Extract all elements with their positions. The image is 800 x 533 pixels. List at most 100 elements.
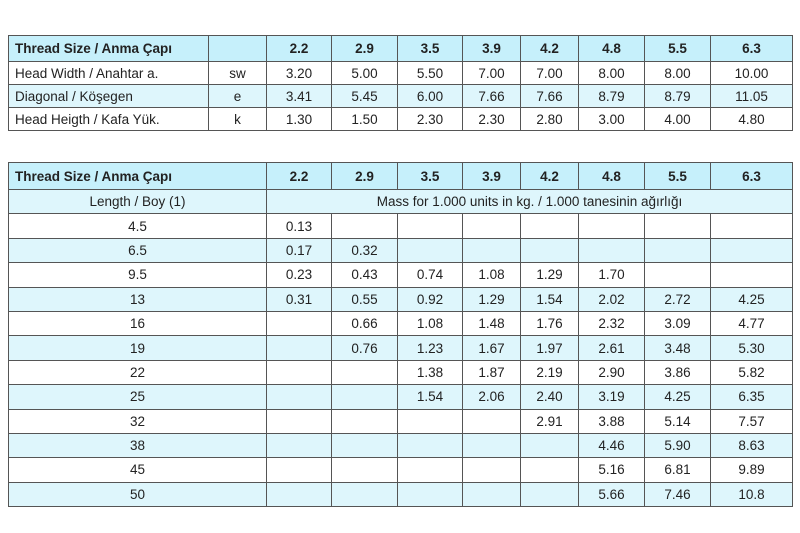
row-symbol: k bbox=[208, 107, 267, 131]
cell-value: 10.00 bbox=[710, 61, 793, 85]
cell-value bbox=[331, 408, 399, 434]
table-row: Length / Boy (1) Mass for 1.000 units in … bbox=[7, 188, 794, 215]
cell-value bbox=[462, 237, 522, 264]
cell-value bbox=[462, 408, 522, 434]
size-header: 3.9 bbox=[462, 162, 522, 190]
row-label: Head Heigth / Kafa Yük. bbox=[8, 107, 209, 131]
cell-value bbox=[644, 262, 712, 288]
cell-value bbox=[331, 481, 399, 508]
size-header: 3.5 bbox=[397, 162, 464, 190]
table-row: Head Heigth / Kafa Yük. k 1.30 1.50 2.30 2.30… bbox=[8, 107, 793, 131]
row-length: 9.5 bbox=[7, 262, 268, 288]
size-header: 5.5 bbox=[644, 35, 711, 62]
cell-value bbox=[462, 213, 522, 239]
table-row: 13 0.31 0.55 0.92 1.29 1.54 2.02 2.72 4.25 bbox=[7, 286, 794, 312]
cell-value: 0.55 bbox=[331, 286, 399, 312]
cell-value: 0.74 bbox=[397, 262, 464, 288]
cell-value: 0.23 bbox=[266, 262, 333, 288]
cell-value: 0.92 bbox=[397, 286, 464, 312]
cell-value bbox=[397, 481, 464, 508]
cell-value: 1.70 bbox=[578, 262, 646, 288]
cell-value: 8.00 bbox=[578, 61, 645, 85]
cell-value: 1.08 bbox=[462, 262, 522, 288]
cell-value: 8.63 bbox=[710, 432, 794, 459]
size-header: 3.9 bbox=[462, 35, 521, 62]
cell-value: 2.80 bbox=[520, 107, 579, 131]
cell-value: 6.35 bbox=[710, 384, 794, 410]
cell-value: 1.76 bbox=[520, 310, 580, 337]
cell-value: 3.00 bbox=[578, 107, 645, 131]
cell-value bbox=[578, 213, 646, 239]
cell-value: 3.20 bbox=[266, 61, 332, 85]
row-length: 38 bbox=[7, 432, 268, 459]
row-label: Diagonal / Köşegen bbox=[8, 84, 209, 108]
cell-value: 8.79 bbox=[644, 84, 711, 108]
cell-value bbox=[397, 213, 464, 239]
cell-value: 2.06 bbox=[462, 384, 522, 410]
cell-value bbox=[266, 457, 333, 483]
cell-value bbox=[266, 408, 333, 434]
table-row: 16 0.66 1.08 1.48 1.76 2.32 3.09 4.77 bbox=[7, 310, 794, 337]
cell-value: 9.89 bbox=[710, 457, 794, 483]
cell-value bbox=[331, 213, 399, 239]
cell-value: 0.31 bbox=[266, 286, 333, 312]
table-row: 25 1.54 2.06 2.40 3.19 4.25 6.35 bbox=[7, 384, 794, 410]
size-header: 4.8 bbox=[578, 162, 646, 190]
table-row: Thread Size / Anma Çapı 2.2 2.9 3.5 3.9 4.2 4.… bbox=[8, 35, 793, 62]
cell-value: 1.87 bbox=[462, 359, 522, 386]
cell-value: 1.30 bbox=[266, 107, 332, 131]
table-row: 4.5 0.13 bbox=[7, 213, 794, 239]
size-header: 3.5 bbox=[397, 35, 463, 62]
cell-value bbox=[462, 432, 522, 459]
header-empty bbox=[208, 35, 267, 62]
cell-value bbox=[266, 384, 333, 410]
cell-value bbox=[331, 359, 399, 386]
cell-value: 3.41 bbox=[266, 84, 332, 108]
mass-note: Mass for 1.000 units in kg. / 1.000 tane… bbox=[266, 188, 794, 215]
dimensions-table: Thread Size / Anma Çapı 2.2 2.9 3.5 3.9 4.2 4.… bbox=[8, 35, 793, 131]
cell-value: 5.16 bbox=[578, 457, 646, 483]
cell-value bbox=[520, 237, 580, 264]
cell-value: 7.00 bbox=[520, 61, 579, 85]
cell-value: 7.00 bbox=[462, 61, 521, 85]
cell-value: 0.43 bbox=[331, 262, 399, 288]
cell-value: 1.23 bbox=[397, 335, 464, 361]
row-symbol: sw bbox=[208, 61, 267, 85]
cell-value: 2.72 bbox=[644, 286, 712, 312]
size-header: 6.3 bbox=[710, 35, 793, 62]
cell-value: 5.14 bbox=[644, 408, 712, 434]
cell-value bbox=[644, 237, 712, 264]
row-length: 4.5 bbox=[7, 213, 268, 239]
cell-value bbox=[520, 457, 580, 483]
cell-value: 0.76 bbox=[331, 335, 399, 361]
cell-value: 6.81 bbox=[644, 457, 712, 483]
cell-value: 5.90 bbox=[644, 432, 712, 459]
cell-value bbox=[266, 432, 333, 459]
size-header: 2.2 bbox=[266, 162, 333, 190]
cell-value: 3.19 bbox=[578, 384, 646, 410]
cell-value: 2.30 bbox=[397, 107, 463, 131]
cell-value: 2.90 bbox=[578, 359, 646, 386]
cell-value bbox=[644, 213, 712, 239]
cell-value bbox=[266, 481, 333, 508]
size-header: 2.9 bbox=[331, 35, 398, 62]
row-length: 19 bbox=[7, 335, 268, 361]
cell-value bbox=[397, 237, 464, 264]
cell-value: 1.54 bbox=[397, 384, 464, 410]
cell-value: 3.09 bbox=[644, 310, 712, 337]
cell-value: 2.32 bbox=[578, 310, 646, 337]
header-label: Thread Size / Anma Çapı bbox=[8, 35, 209, 62]
cell-value: 3.48 bbox=[644, 335, 712, 361]
row-label: Head Width / Anahtar a. bbox=[8, 61, 209, 85]
cell-value: 1.97 bbox=[520, 335, 580, 361]
table-row: 38 4.46 5.90 8.63 bbox=[7, 432, 794, 459]
cell-value: 1.48 bbox=[462, 310, 522, 337]
cell-value: 4.00 bbox=[644, 107, 711, 131]
table-row: 45 5.16 6.81 9.89 bbox=[7, 457, 794, 483]
length-header: Length / Boy (1) bbox=[7, 188, 268, 215]
cell-value bbox=[578, 237, 646, 264]
cell-value: 5.45 bbox=[331, 84, 398, 108]
cell-value: 1.67 bbox=[462, 335, 522, 361]
cell-value: 2.40 bbox=[520, 384, 580, 410]
cell-value: 7.46 bbox=[644, 481, 712, 508]
